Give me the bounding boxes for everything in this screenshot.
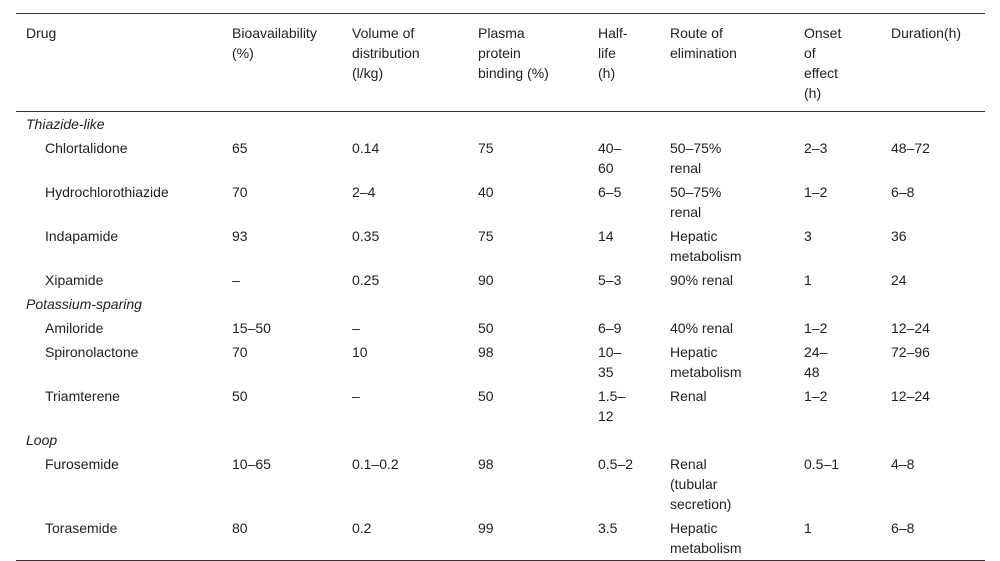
drug-name: Chlortalidone <box>45 140 128 156</box>
cell: 10 <box>352 344 368 360</box>
drug-row: Chlortalidone 65 0.14 75 40–60 50–75% renal 2–… <box>16 136 985 180</box>
cell: 40–60 <box>598 140 622 176</box>
drug-row: Triamterene 50 – 50 1.5–12 Renal 1–2 12–24 <box>16 384 985 428</box>
column-header: Duration(h) <box>891 13 985 112</box>
cell: – <box>352 320 360 336</box>
cell: 50 <box>478 320 494 336</box>
column-header: Bioavailability (%) <box>232 13 352 112</box>
drug-name: Furosemide <box>45 456 119 472</box>
cell: 24 <box>891 272 907 288</box>
cell: 0.5–1 <box>804 456 840 472</box>
cell: 5–3 <box>598 272 622 288</box>
cell: 48–72 <box>891 140 930 156</box>
cell: 90 <box>478 272 494 288</box>
cell: 12–24 <box>891 388 930 404</box>
cell: 93 <box>232 228 248 244</box>
cell: Renal (tubular secretion) <box>670 456 732 512</box>
drug-name: Torasemide <box>45 520 118 536</box>
drug-name: Spironolactone <box>45 344 139 360</box>
cell: 40 <box>478 184 494 200</box>
group-title: Potassium-sparing <box>26 296 142 312</box>
drug-row: Hydrochlorothiazide 70 2–4 40 6–5 50–75% rena… <box>16 180 985 224</box>
cell: 50–75% renal <box>670 184 722 220</box>
cell: – <box>352 388 360 404</box>
cell: 0.25 <box>352 272 380 288</box>
cell: 0.1–0.2 <box>352 456 399 472</box>
cell: 6–8 <box>891 184 915 200</box>
cell: Hepatic metabolism <box>670 520 742 556</box>
cell: 65 <box>232 140 248 156</box>
cell: 0.35 <box>352 228 380 244</box>
drug-name: Indapamide <box>45 228 119 244</box>
cell: 98 <box>478 344 494 360</box>
cell: 12–24 <box>891 320 930 336</box>
cell: 40% renal <box>670 320 734 336</box>
cell: 1 <box>804 520 812 536</box>
cell: – <box>232 272 240 288</box>
cell: Hepatic metabolism <box>670 344 742 380</box>
cell: 50 <box>478 388 494 404</box>
cell: 3 <box>804 228 812 244</box>
cell: 1–2 <box>804 184 828 200</box>
drug-row: Spironolactone 70 10 98 10–35 Hepatic metabol… <box>16 340 985 384</box>
cell: 90% renal <box>670 272 734 288</box>
group-title: Thiazide-like <box>26 116 105 132</box>
column-header: Half-life (h) <box>598 13 670 112</box>
cell: 1.5–12 <box>598 388 626 424</box>
cell: 2–3 <box>804 140 828 156</box>
cell: 6–5 <box>598 184 622 200</box>
cell: 6–8 <box>891 520 915 536</box>
drug-row: Amiloride 15–50 – 50 6–9 40% renal 1–2 12–24 <box>16 316 985 340</box>
cell: 6–9 <box>598 320 622 336</box>
cell: Hepatic metabolism <box>670 228 742 264</box>
group-row: Loop <box>16 428 985 452</box>
group-row: Thiazide-like <box>16 112 985 137</box>
cell: 50 <box>232 388 248 404</box>
cell: 14 <box>598 228 614 244</box>
cell: 99 <box>478 520 494 536</box>
table-body: Thiazide-like Chlortalidone 65 0.14 75 40–60 5… <box>16 112 985 561</box>
group-title: Loop <box>26 432 58 448</box>
cell: 10–35 <box>598 344 622 380</box>
group-row: Potassium-sparing <box>16 292 985 316</box>
cell: 70 <box>232 344 248 360</box>
drug-row: Torasemide 80 0.2 99 3.5 Hepatic metabolism 1 6… <box>16 516 985 561</box>
cell: 15–50 <box>232 320 271 336</box>
column-header: Drug <box>16 13 232 112</box>
column-header: Route of elimination <box>670 13 804 112</box>
cell: Renal <box>670 388 707 404</box>
cell: 3.5 <box>598 520 618 536</box>
drug-row: Furosemide 10–65 0.1–0.2 98 0.5–2 Renal (tubu… <box>16 452 985 516</box>
cell: 36 <box>891 228 907 244</box>
cell: 10–65 <box>232 456 271 472</box>
column-header: Onset of effect (h) <box>804 13 891 112</box>
pharmacokinetics-table: Drug Bioavailability (%) Volume of distrib… <box>16 13 985 561</box>
drug-name: Amiloride <box>45 320 104 336</box>
cell: 75 <box>478 140 494 156</box>
column-header: Plasma protein binding (%) <box>478 13 598 112</box>
drug-name: Hydrochlorothiazide <box>45 184 169 200</box>
cell: 50–75% renal <box>670 140 722 176</box>
cell: 1–2 <box>804 320 828 336</box>
header-row: Drug Bioavailability (%) Volume of distrib… <box>16 13 985 112</box>
cell: 1–2 <box>804 388 828 404</box>
cell: 4–8 <box>891 456 915 472</box>
cell: 24–48 <box>804 344 828 380</box>
cell: 75 <box>478 228 494 244</box>
column-header: Volume of distribution (l/kg) <box>352 13 478 112</box>
cell: 80 <box>232 520 248 536</box>
cell: 0.5–2 <box>598 456 634 472</box>
cell: 1 <box>804 272 812 288</box>
cell: 2–4 <box>352 184 376 200</box>
cell: 0.14 <box>352 140 380 156</box>
cell: 98 <box>478 456 494 472</box>
drug-name: Xipamide <box>45 272 104 288</box>
cell: 70 <box>232 184 248 200</box>
drug-row: Xipamide – 0.25 90 5–3 90% renal 1 24 <box>16 268 985 292</box>
drug-name: Triamterene <box>45 388 120 404</box>
cell: 0.2 <box>352 520 372 536</box>
cell: 72–96 <box>891 344 930 360</box>
drug-row: Indapamide 93 0.35 75 14 Hepatic metabolism 3 3… <box>16 224 985 268</box>
